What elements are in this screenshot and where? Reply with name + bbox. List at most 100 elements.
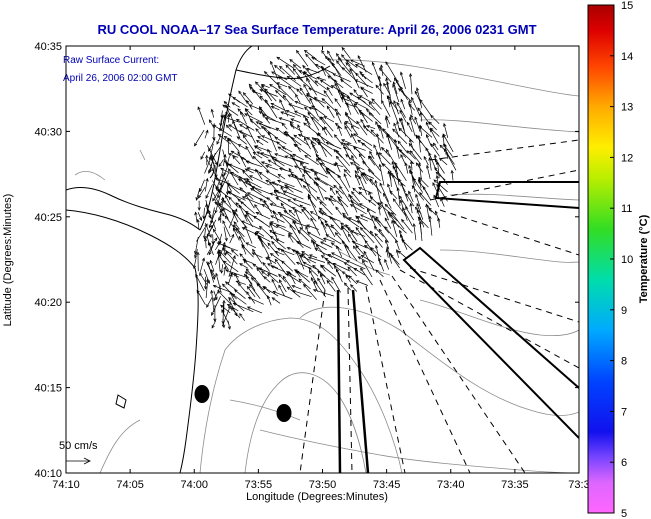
current-vector bbox=[417, 107, 431, 125]
current-vector-head bbox=[316, 133, 320, 137]
current-vector-head bbox=[267, 148, 271, 153]
current-vector bbox=[263, 286, 271, 294]
current-vector bbox=[232, 97, 248, 108]
current-vector-head bbox=[244, 214, 248, 218]
current-vector-head bbox=[349, 200, 354, 204]
current-vector-head bbox=[214, 201, 218, 206]
current-vector bbox=[401, 239, 413, 251]
current-vector-head bbox=[271, 240, 275, 245]
current-vector-head bbox=[238, 130, 243, 134]
current-vector bbox=[358, 191, 368, 201]
current-vector bbox=[389, 101, 398, 122]
current-vector-head bbox=[399, 109, 403, 114]
current-vector bbox=[414, 117, 421, 132]
current-vector-head bbox=[308, 87, 312, 91]
current-vector-head bbox=[211, 168, 215, 172]
current-vector bbox=[396, 249, 399, 258]
current-vector-head bbox=[335, 206, 339, 210]
current-vector-head bbox=[227, 153, 232, 157]
current-vector-head bbox=[247, 296, 252, 300]
current-vector-head bbox=[402, 207, 406, 212]
current-vector bbox=[334, 108, 342, 116]
current-vector-head bbox=[256, 282, 260, 287]
current-vector-head bbox=[233, 221, 237, 225]
current-vector-head bbox=[357, 256, 362, 260]
current-vector-head bbox=[276, 247, 281, 251]
current-vector-head bbox=[437, 217, 441, 222]
current-vector bbox=[222, 248, 232, 255]
current-vector-head bbox=[411, 185, 416, 189]
current-vector-head bbox=[353, 133, 357, 137]
current-vector-head bbox=[214, 174, 218, 179]
current-vector bbox=[389, 190, 398, 200]
current-vector-head bbox=[344, 113, 349, 117]
current-vector bbox=[346, 260, 366, 270]
current-vector-head bbox=[378, 163, 382, 168]
current-vector bbox=[234, 289, 246, 299]
current-vector-head bbox=[408, 99, 412, 104]
current-vector bbox=[295, 251, 305, 270]
current-vector bbox=[244, 225, 253, 244]
current-vector-head bbox=[324, 257, 329, 262]
current-vector bbox=[439, 157, 448, 166]
current-vector bbox=[369, 178, 382, 194]
current-vector bbox=[326, 141, 342, 150]
current-vector-head bbox=[329, 187, 334, 191]
current-vector bbox=[296, 270, 311, 283]
wedge-solid-lower bbox=[402, 246, 579, 439]
current-vector-head bbox=[399, 233, 403, 238]
current-vector bbox=[430, 115, 440, 124]
current-vector-head bbox=[249, 283, 253, 288]
current-vector-head bbox=[216, 242, 221, 246]
current-vector bbox=[389, 171, 392, 187]
current-vector-head bbox=[313, 181, 317, 185]
current-vector bbox=[286, 273, 302, 283]
current-vector-head bbox=[220, 115, 224, 119]
current-vector-head bbox=[352, 187, 357, 192]
current-vector bbox=[352, 241, 368, 249]
current-vector-head bbox=[232, 120, 236, 124]
current-vector bbox=[235, 227, 246, 243]
current-vector bbox=[314, 80, 328, 90]
current-vector bbox=[384, 204, 397, 216]
current-vector bbox=[395, 165, 400, 186]
current-vector bbox=[219, 172, 229, 193]
current-vector bbox=[350, 200, 365, 210]
current-vector-head bbox=[267, 242, 271, 247]
current-vector-head bbox=[222, 324, 226, 329]
current-vector-head bbox=[229, 112, 233, 117]
current-vector bbox=[409, 117, 416, 137]
y-tick-label: 40:25 bbox=[34, 212, 62, 224]
current-vector-head bbox=[305, 94, 310, 98]
current-vector-head bbox=[323, 116, 328, 120]
current-vector-head bbox=[219, 209, 223, 213]
current-vector bbox=[333, 185, 344, 195]
current-vector bbox=[214, 202, 232, 213]
current-vector bbox=[305, 117, 311, 129]
current-vector bbox=[335, 123, 343, 130]
current-vector-head bbox=[235, 280, 240, 284]
current-vector bbox=[278, 85, 294, 102]
current-vector bbox=[238, 283, 247, 293]
current-vector bbox=[342, 215, 360, 228]
current-vector bbox=[359, 95, 375, 105]
x-tick-label: 74:10 bbox=[52, 479, 80, 491]
current-vector bbox=[246, 161, 263, 168]
current-vector bbox=[228, 124, 247, 137]
current-vector bbox=[253, 152, 263, 159]
current-vector-head bbox=[389, 213, 393, 218]
current-vector-head bbox=[199, 272, 203, 276]
current-vector-head bbox=[217, 249, 222, 253]
current-vector-head bbox=[418, 216, 422, 221]
current-vector-head bbox=[336, 60, 340, 64]
current-vector bbox=[278, 273, 287, 283]
current-vector-head bbox=[270, 102, 275, 106]
current-vector bbox=[216, 169, 224, 189]
current-vector-head bbox=[297, 229, 301, 234]
current-vector-head bbox=[288, 234, 292, 238]
y-tick-label: 40:15 bbox=[34, 383, 62, 395]
current-vector bbox=[356, 121, 368, 136]
current-vector-head bbox=[325, 141, 330, 145]
current-vector bbox=[379, 164, 385, 186]
current-vector bbox=[410, 73, 413, 95]
